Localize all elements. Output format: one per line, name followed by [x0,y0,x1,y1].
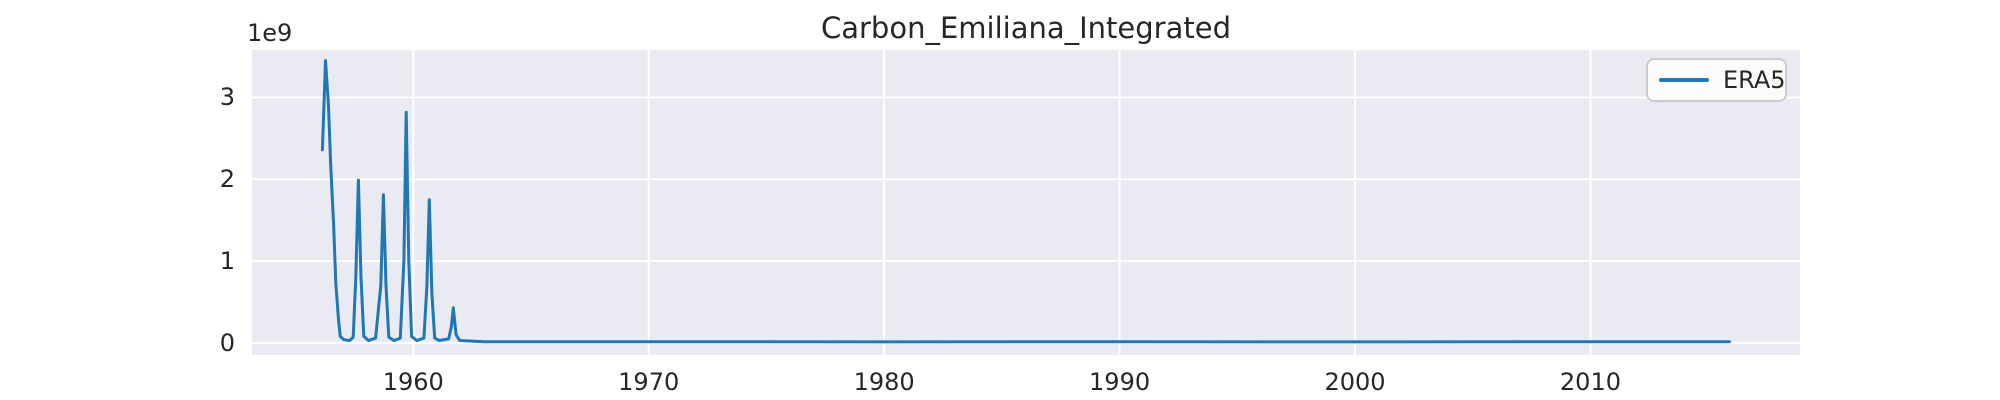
legend-box: ERA5 [1646,58,1787,102]
plot-area [252,50,1800,355]
x-tick-label: 1960 [382,368,444,396]
x-tick-label: 1980 [853,368,915,396]
y-axis-offset-label: 1e9 [247,19,293,47]
line-chart-canvas [252,50,1800,355]
legend-entry-label: ERA5 [1723,66,1786,94]
x-tick-label: 2000 [1324,368,1386,396]
x-tick-label: 1970 [618,368,680,396]
y-tick-label: 0 [219,328,235,357]
legend-line-swatch [1659,78,1709,82]
y-tick-label: 2 [219,165,235,194]
y-tick-label: 3 [219,83,235,112]
chart-title: Carbon_Emiliana_Integrated [820,11,1231,45]
x-tick-label: 2010 [1559,368,1621,396]
y-tick-label: 1 [219,247,235,276]
x-tick-label: 1990 [1089,368,1151,396]
